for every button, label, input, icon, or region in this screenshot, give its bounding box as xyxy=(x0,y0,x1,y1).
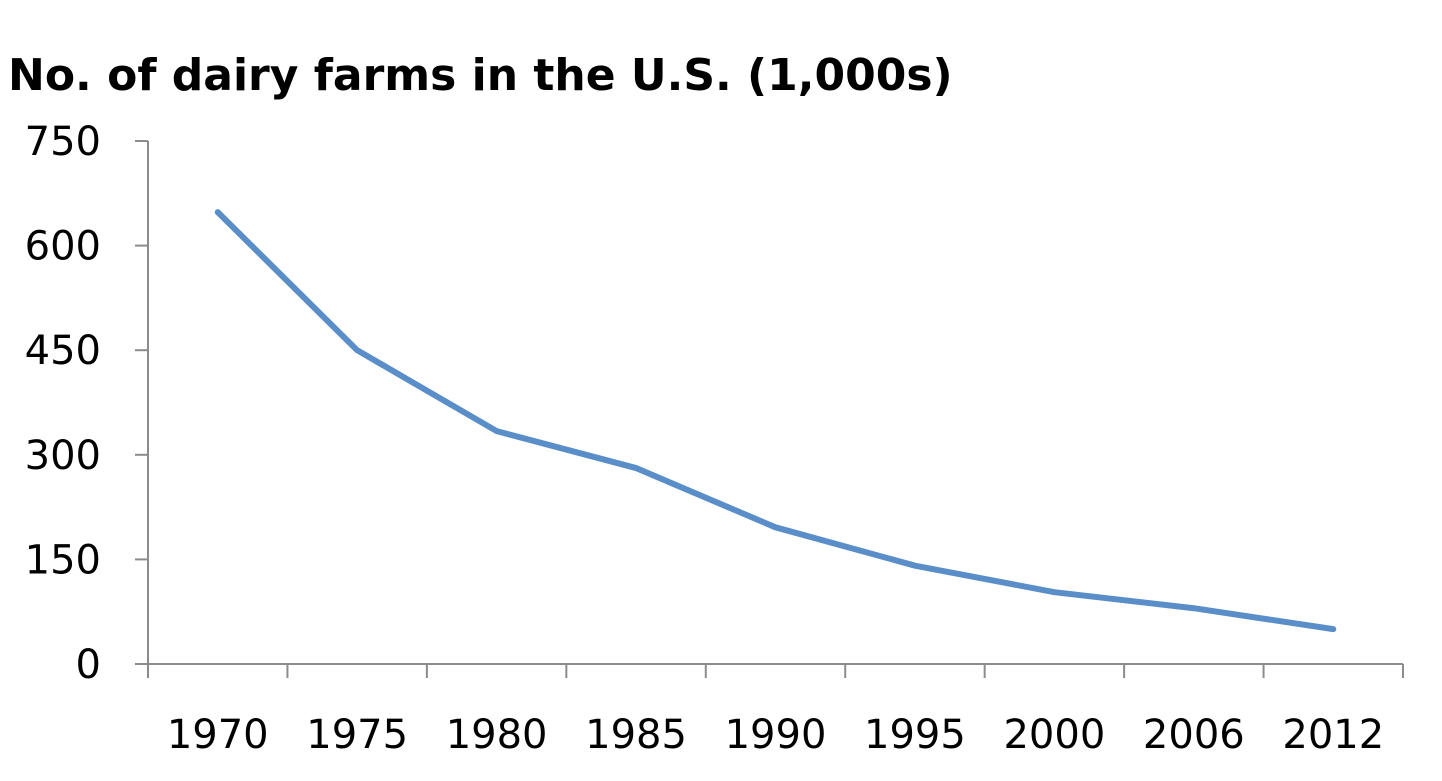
y-tick-label: 150 xyxy=(25,537,101,583)
y-tick-label: 450 xyxy=(25,328,101,374)
y-tick-label: 300 xyxy=(25,433,101,479)
y-tick-label: 600 xyxy=(25,224,101,270)
y-tick-label: 0 xyxy=(76,642,101,688)
data-line xyxy=(214,209,1337,633)
chart-title: No. of dairy farms in the U.S. (1,000s) xyxy=(8,50,953,101)
x-tick-label: 2012 xyxy=(1282,712,1384,758)
x-tick-label: 1995 xyxy=(864,712,966,758)
x-tick-label: 1980 xyxy=(446,712,548,758)
x-tick-label: 1990 xyxy=(725,712,827,758)
y-tick-label: 750 xyxy=(25,119,101,165)
x-tick-label: 1985 xyxy=(585,712,687,758)
x-tick-label: 1975 xyxy=(306,712,408,758)
x-tick-label: 1970 xyxy=(167,712,269,758)
x-tick-label: 2000 xyxy=(1003,712,1105,758)
x-tick-label: 2006 xyxy=(1143,712,1245,758)
